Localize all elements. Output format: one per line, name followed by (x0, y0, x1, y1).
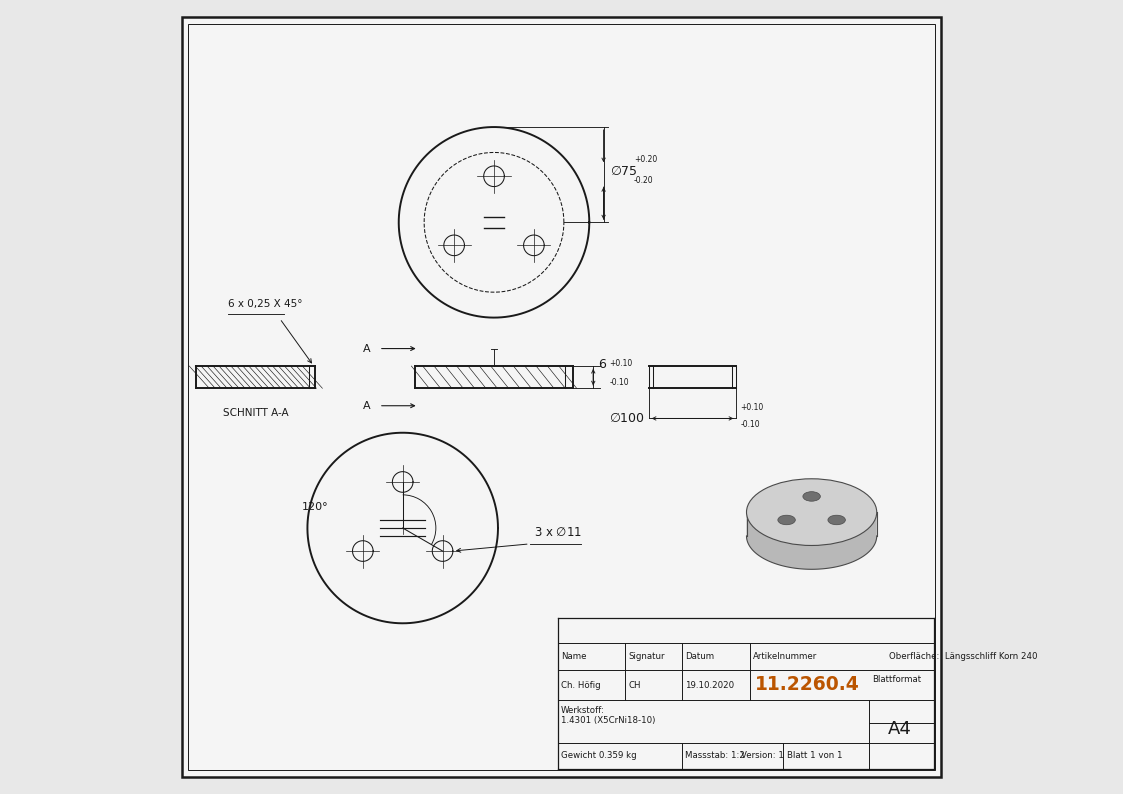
Text: Blattformat: Blattformat (871, 675, 921, 684)
Text: $\varnothing$75: $\varnothing$75 (610, 164, 638, 178)
Text: Name: Name (560, 652, 586, 661)
Text: Oberfläche:  Längsschliff Korn 240: Oberfläche: Längsschliff Korn 240 (888, 652, 1038, 661)
Text: A: A (364, 401, 371, 410)
Ellipse shape (778, 515, 795, 525)
Text: Ch. Höfig: Ch. Höfig (560, 680, 601, 690)
Text: SCHNITT A-A: SCHNITT A-A (223, 408, 289, 418)
Text: Signatur: Signatur (628, 652, 665, 661)
Text: 6: 6 (599, 358, 606, 371)
Ellipse shape (828, 515, 846, 525)
Ellipse shape (747, 479, 877, 545)
Text: 1.4301 (X5CrNi18-10): 1.4301 (X5CrNi18-10) (560, 716, 655, 725)
Text: A4: A4 (888, 720, 912, 738)
Text: Gewicht 0.359 kg: Gewicht 0.359 kg (560, 751, 637, 761)
Text: +0.20: +0.20 (633, 156, 657, 164)
Text: -0.10: -0.10 (609, 378, 629, 387)
Text: 120°: 120° (302, 502, 328, 512)
Text: +0.10: +0.10 (609, 359, 632, 368)
Text: Artikelnummer: Artikelnummer (752, 652, 818, 661)
Text: -0.10: -0.10 (740, 420, 760, 429)
Text: -0.20: -0.20 (633, 176, 654, 185)
Ellipse shape (803, 491, 820, 501)
Text: Version: 1: Version: 1 (741, 751, 784, 761)
Text: 3 x $\varnothing$11: 3 x $\varnothing$11 (533, 526, 582, 539)
Text: 19.10.2020: 19.10.2020 (685, 680, 734, 690)
Text: Blatt 1 von 1: Blatt 1 von 1 (786, 751, 842, 761)
Text: CH: CH (628, 680, 641, 690)
Text: Datum: Datum (685, 652, 714, 661)
FancyBboxPatch shape (182, 17, 941, 777)
Text: A: A (364, 344, 371, 353)
Polygon shape (747, 512, 877, 569)
Text: +0.10: +0.10 (740, 403, 764, 412)
Text: Massstab: 1:2: Massstab: 1:2 (685, 751, 745, 761)
Text: 11.2260.4: 11.2260.4 (755, 675, 859, 694)
Text: 6 x 0,25 X 45°: 6 x 0,25 X 45° (228, 299, 302, 309)
Text: $\varnothing$100: $\varnothing$100 (609, 411, 645, 426)
Text: Werkstoff:: Werkstoff: (560, 706, 604, 715)
